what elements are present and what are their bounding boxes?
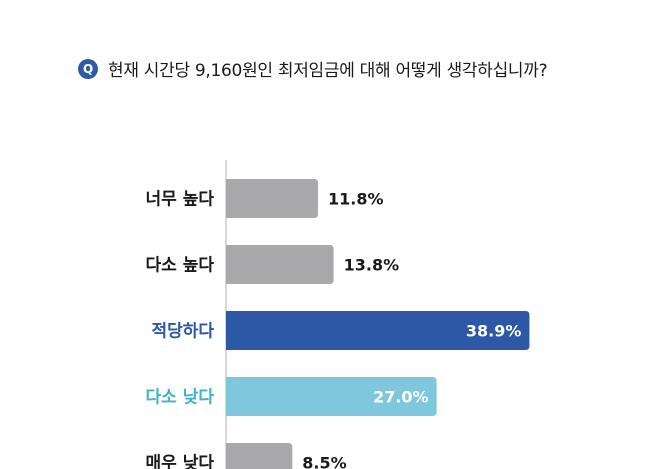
- bar-4: [226, 443, 293, 469]
- category-label-1: 다소 높다: [146, 256, 215, 276]
- value-label-1: 13.8%: [344, 256, 400, 275]
- value-label-0: 11.8%: [328, 190, 384, 209]
- question-text: 현재 시간당 9,160원인 최저임금에 대해 어떻게 생각하십니까?: [108, 61, 548, 81]
- bar-0: [226, 179, 319, 218]
- bar-1: [226, 245, 334, 284]
- category-label-3: 다소 낮다: [146, 388, 215, 408]
- category-label-0: 너무 높다: [146, 190, 215, 210]
- question-badge-icon: Q: [78, 58, 98, 79]
- category-label-4: 매우 낮다: [146, 454, 215, 469]
- value-label-4: 8.5%: [302, 454, 346, 469]
- bar-2: [226, 311, 530, 350]
- value-label-2: 38.9%: [466, 322, 522, 341]
- category-label-2: 적당하다: [151, 322, 214, 342]
- question-row: Q 현재 시간당 9,160원인 최저임금에 대해 어떻게 생각하십니까?: [78, 56, 548, 81]
- value-label-3: 27.0%: [373, 388, 429, 407]
- bar-3: [226, 377, 437, 416]
